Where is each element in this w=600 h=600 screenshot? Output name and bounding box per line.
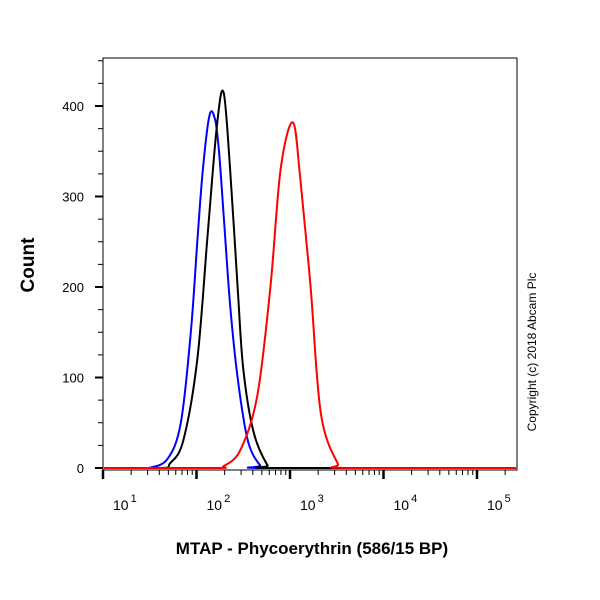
- x-tick-exponent: 5: [505, 493, 511, 505]
- x-tick-base: 10: [394, 497, 410, 513]
- copyright-annotation: Copyright (c) 2018 Abcam Plc: [525, 273, 539, 432]
- x-tick-label: 10 4: [394, 493, 418, 513]
- x-tick-base: 10: [207, 497, 223, 513]
- y-tick-label: 0: [77, 461, 84, 476]
- x-tick-label: 10 2: [207, 493, 231, 513]
- x-tick-exponent: 4: [411, 493, 417, 505]
- y-tick-label: 100: [62, 371, 84, 386]
- y-tick-label: 200: [62, 280, 84, 295]
- y-tick-label: 400: [62, 99, 84, 114]
- x-tick-exponent: 2: [224, 493, 230, 505]
- y-axis: 0 100 200 300 400: [62, 60, 103, 476]
- series-line-0: [104, 110, 516, 469]
- x-tick-label: 10 3: [300, 493, 324, 513]
- plot-frame: [102, 57, 518, 471]
- x-axis-label: MTAP - Phycoerythrin (586/15 BP): [176, 539, 448, 558]
- y-axis-label: Count: [18, 237, 39, 293]
- x-tick-exponent: 1: [131, 493, 137, 505]
- x-tick-base: 10: [113, 497, 129, 513]
- series-line-1: [104, 89, 516, 469]
- x-axis: 10 1 10 2 10 3 10 4 10 5: [101, 470, 511, 513]
- x-tick-label: 10 1: [113, 493, 137, 513]
- y-tick-label: 300: [62, 190, 84, 205]
- series-line-2: [104, 121, 516, 470]
- x-tick-base: 10: [487, 497, 503, 513]
- x-tick-exponent: 3: [318, 493, 324, 505]
- x-tick-base: 10: [300, 497, 316, 513]
- series-group: [104, 89, 516, 470]
- x-tick-label: 10 5: [487, 493, 511, 513]
